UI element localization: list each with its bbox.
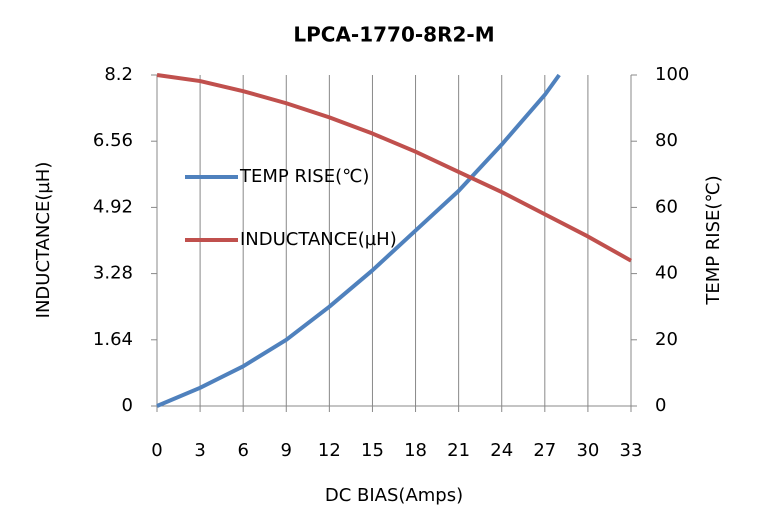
y-axis-label: INDUCTANCE(µH) — [33, 162, 54, 319]
x-tick-label: 30 — [576, 440, 599, 461]
line-series — [156, 73, 632, 263]
x-tick-label: 12 — [318, 440, 341, 461]
x-tick-label: 33 — [620, 440, 643, 461]
y2-tick-label: 40 — [655, 263, 678, 284]
x-tick-label: 6 — [237, 440, 248, 461]
chart-title: LPCA-1770-8R2-M — [293, 23, 494, 47]
y-tick-label: 1.64 — [93, 329, 133, 350]
x-tick-label: 18 — [404, 440, 427, 461]
x-tick-label: 27 — [533, 440, 556, 461]
y2-tick-label: 100 — [655, 64, 689, 85]
x-tick-label: 0 — [151, 440, 162, 461]
x-tick-label: 3 — [194, 440, 205, 461]
y-tick-label: 6.56 — [93, 130, 133, 151]
y2-tick-label: 80 — [655, 130, 678, 151]
x-tick-label: 24 — [490, 440, 513, 461]
y2-tick-label: 0 — [655, 395, 666, 416]
y-tick-label: 3.28 — [93, 263, 133, 284]
y2-axis-label: TEMP RISE(℃) — [703, 175, 724, 305]
line-series — [156, 73, 561, 408]
x-axis-label: DC BIAS(Amps) — [325, 485, 463, 506]
x-tick-label: 9 — [281, 440, 292, 461]
y-tick-label: 8.2 — [104, 64, 133, 85]
x-tick-label: 15 — [361, 440, 384, 461]
x-tick-label: 21 — [447, 440, 470, 461]
y2-tick-label: 20 — [655, 329, 678, 350]
y2-tick-label: 60 — [655, 196, 678, 217]
y-tick-label: 4.92 — [93, 196, 133, 217]
legend-label: TEMP RISE(℃) — [239, 166, 369, 187]
legend-label: INDUCTANCE(µH) — [240, 229, 397, 250]
y-tick-label: 0 — [122, 395, 133, 416]
